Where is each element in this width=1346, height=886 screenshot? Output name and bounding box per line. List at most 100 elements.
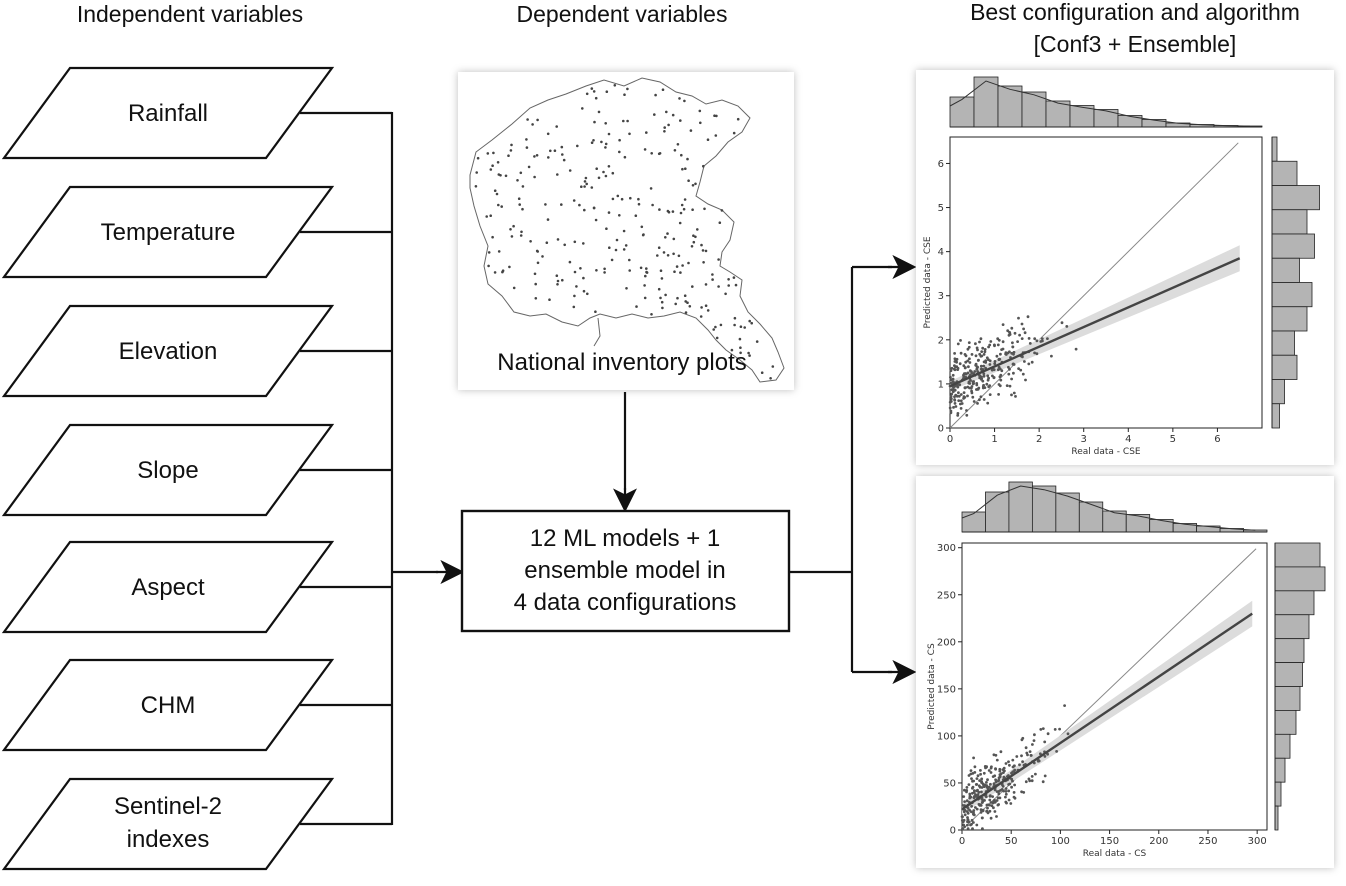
plot-marker [712,328,715,331]
plot-marker [583,208,586,212]
parallelogram-shape [1,777,335,871]
plot-marker [474,185,478,188]
plot-marker [678,97,681,100]
plot-marker [683,99,686,103]
data-point [988,794,992,798]
data-point [1013,331,1017,335]
plot-marker [583,185,586,188]
plot-marker [671,113,675,117]
data-point [968,794,972,798]
data-point [1065,325,1069,328]
data-point [982,771,986,775]
plot-marker [732,131,736,135]
data-point [993,810,997,813]
data-point [1007,798,1011,802]
plot-marker [672,237,676,241]
data-point [985,781,988,784]
data-point [981,816,984,820]
plot-marker [738,337,742,341]
data-point [1055,750,1058,753]
plot-marker [694,182,697,186]
data-point [966,811,970,815]
variable-label: Aspect [131,574,205,601]
plot-marker [595,269,598,272]
data-point [956,368,960,371]
data-point [966,359,970,363]
right-histogram-bar [1271,160,1298,186]
data-point [970,804,973,808]
data-point [980,786,984,789]
data-point [986,811,990,815]
data-point [985,803,989,807]
top-density-curve [949,80,1251,127]
plot-marker [603,267,606,271]
plot-marker [657,246,661,249]
plot-marker [510,235,514,238]
plot-marker [661,306,664,310]
plot-marker [711,278,714,281]
plot-marker [680,153,683,157]
plot-marker [675,265,679,268]
plot-marker [607,211,611,214]
plot-marker [497,203,500,207]
identity-line [949,142,1239,429]
plot-marker [525,146,529,149]
data-point [1001,785,1005,788]
plot-marker [664,293,667,297]
plot-marker [534,297,538,300]
data-point [979,375,983,379]
data-point [958,362,962,366]
x-tick-label: 3 [1081,434,1087,445]
data-point [1008,763,1011,767]
plot-marker [727,278,730,281]
data-point [967,365,970,369]
data-point [959,339,962,342]
data-point [1000,369,1004,373]
plot-marker [673,149,677,152]
data-point [984,361,988,364]
data-point [993,362,997,365]
right-histogram-bar [1274,566,1326,592]
data-point [950,366,954,370]
y-tick-label: 200 [937,637,956,648]
data-point [987,376,990,380]
data-point [1033,351,1036,355]
plot-marker [714,134,718,137]
plot-marker [555,274,559,278]
data-point [985,356,989,360]
plot-marker [547,156,550,159]
data-point [1001,768,1005,771]
plot-marker [504,174,508,178]
variables-connector [300,111,438,826]
plot-marker [487,251,491,254]
plot-marker [674,302,677,306]
data-point [992,806,995,810]
y-tick-label: 100 [937,731,956,742]
data-point [967,341,971,344]
plot-marker [637,197,640,201]
plot-marker [590,186,594,189]
plot-marker [485,215,489,218]
data-point [974,806,977,809]
data-point [953,352,956,355]
parallelogram-shape [1,304,335,398]
data-point [983,350,987,354]
data-point [1040,337,1044,340]
data-point [1017,367,1020,370]
data-point [990,765,993,769]
plot-marker [643,148,647,151]
plot-marker [536,261,540,265]
data-point [1010,393,1013,397]
data-point [966,827,970,830]
data-point [982,364,986,368]
data-point [970,822,973,826]
plot-marker [597,110,601,114]
plot-marker [642,233,645,236]
variable-label: Rainfall [128,100,208,127]
cs-chart-card [916,476,1334,868]
data-point [1009,802,1013,805]
plot-marker [509,228,512,231]
plot-marker [497,250,501,253]
plot-marker [711,273,714,276]
plot-marker [556,279,560,283]
